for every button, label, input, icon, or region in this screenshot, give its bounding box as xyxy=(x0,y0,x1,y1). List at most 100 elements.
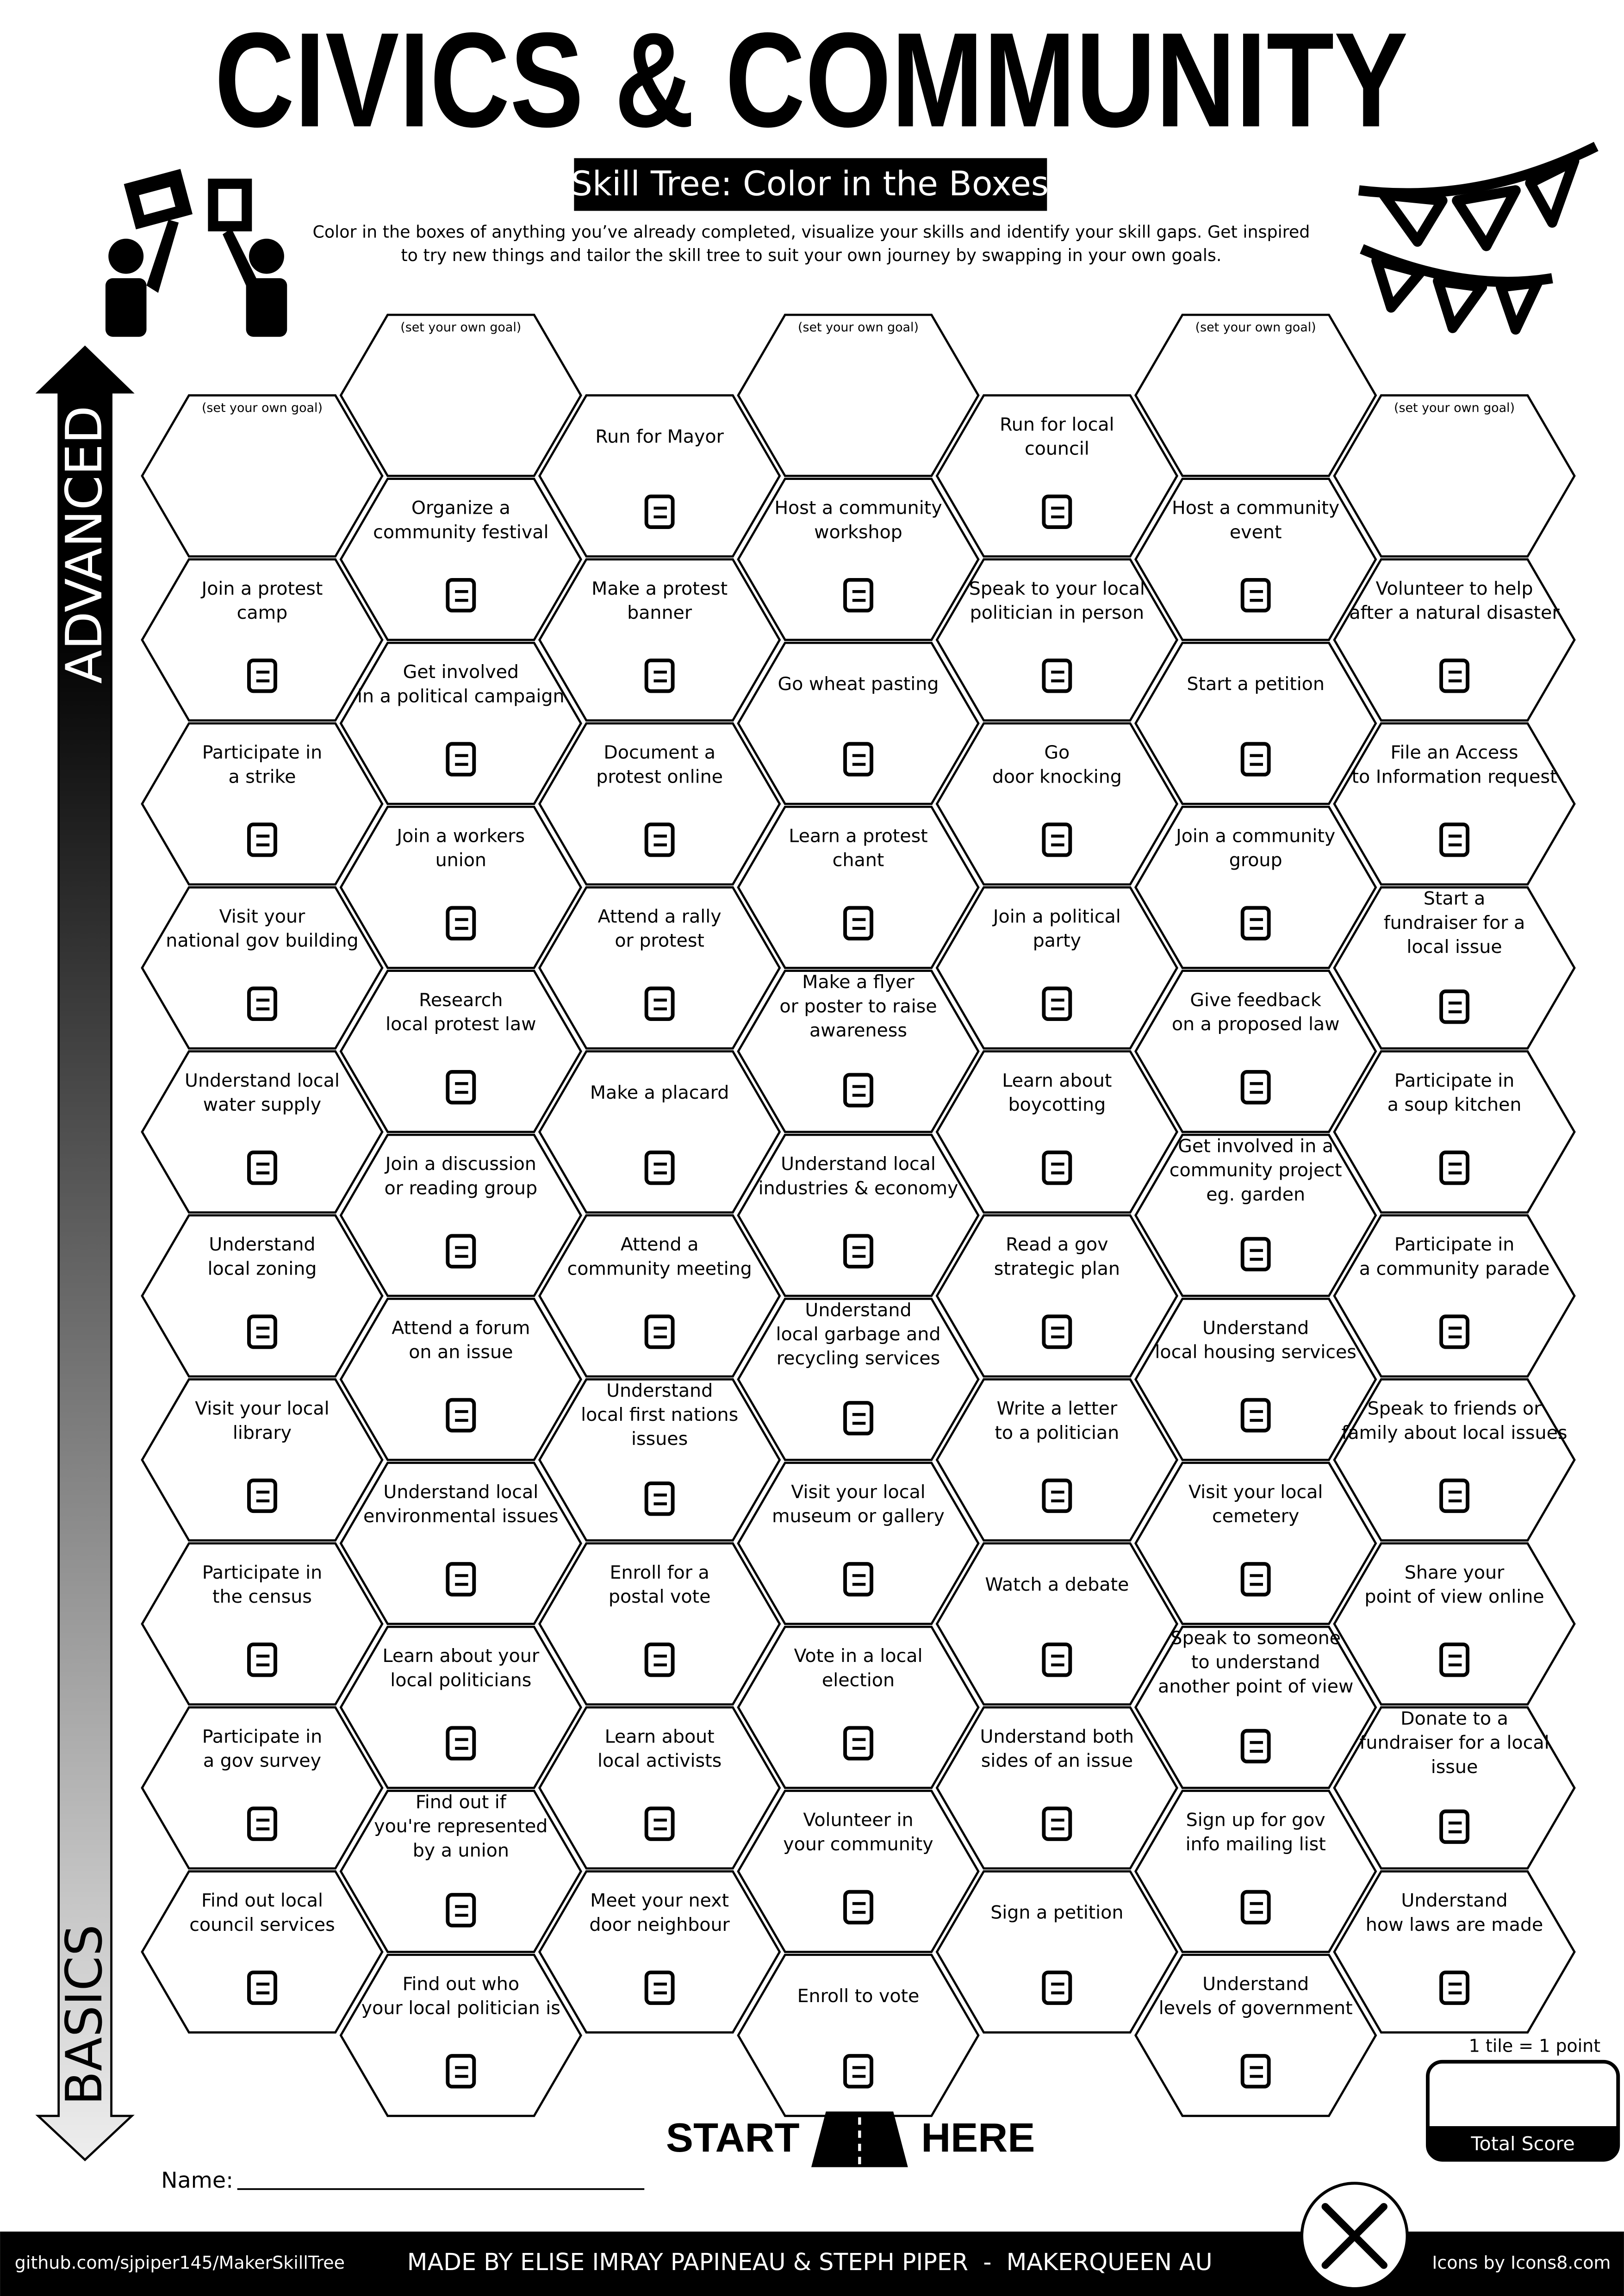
skill-tile[interactable]: Meet your next door neighbour xyxy=(538,1870,781,2034)
skill-tile[interactable]: Understand local garbage and recycling ser… xyxy=(737,1298,980,1461)
skill-tile[interactable]: Sign a petition xyxy=(935,1870,1179,2034)
skill-tile[interactable]: Enroll for a postal vote xyxy=(538,1542,781,1706)
skill-tile[interactable]: File an Access to Information request xyxy=(1333,722,1576,886)
skill-tile[interactable]: Join a workers union xyxy=(339,805,582,969)
skill-tile[interactable]: Make a flyer or poster to raise awareness xyxy=(737,970,980,1133)
skill-tile[interactable]: Understand local housing services xyxy=(1134,1298,1377,1461)
hexagon xyxy=(1333,1870,1576,2034)
skill-tile[interactable]: Speak to your local politician in person xyxy=(935,558,1179,722)
skill-tile[interactable]: Run for Mayor xyxy=(538,394,781,558)
tile-label: Speak to your local xyxy=(969,578,1145,599)
icon-body xyxy=(1240,1398,1271,1433)
hexagon xyxy=(538,886,781,1050)
skill-tile[interactable]: Visit your national gov building xyxy=(141,886,384,1050)
tile-icon xyxy=(446,578,476,613)
icon-body xyxy=(644,1970,675,2005)
tile-label: Join a workers xyxy=(395,825,525,846)
tile-icon xyxy=(446,742,476,777)
skill-tile[interactable]: Volunteer to help after a natural disaste… xyxy=(1333,558,1576,722)
hexagon xyxy=(737,1298,980,1461)
tile-icon xyxy=(446,1562,476,1597)
skill-tile[interactable]: Understand both sides of an issue xyxy=(935,1706,1179,1870)
skill-tile[interactable]: Participate in the census xyxy=(141,1542,384,1706)
tile-icon xyxy=(1042,1806,1072,1841)
skill-tile[interactable]: Start a petition xyxy=(1134,641,1377,805)
skill-tile[interactable]: Learn a protest chant xyxy=(737,805,980,969)
skill-tile[interactable]: Join a political party xyxy=(935,886,1179,1050)
skill-tile[interactable]: Host a community event xyxy=(1134,478,1377,641)
skill-tile[interactable]: Go wheat pasting xyxy=(737,641,980,805)
skill-tile[interactable]: Give feedback on a proposed law xyxy=(1134,970,1377,1133)
icon-body xyxy=(247,1151,277,1185)
skill-tile[interactable]: Visit your local cemetery xyxy=(1134,1462,1377,1625)
tile-label: Learn about your xyxy=(383,1645,540,1667)
skill-tile[interactable]: Understand how laws are made xyxy=(1333,1870,1576,2034)
skill-tile[interactable]: (set your own goal) xyxy=(339,313,582,477)
skill-tile[interactable]: (set your own goal) xyxy=(737,313,980,477)
skill-tile[interactable]: Watch a debate xyxy=(935,1542,1179,1706)
skill-tile[interactable]: Join a protest camp xyxy=(141,558,384,722)
name-label: Name: xyxy=(161,2168,233,2193)
skill-tile[interactable]: Speak to someone to understand another poi… xyxy=(1134,1625,1377,1789)
footer-link[interactable]: github.com/sjpiper145/MakerSkillTree xyxy=(15,2252,345,2273)
skill-tile[interactable]: (set your own goal) xyxy=(1134,313,1377,477)
skill-tile[interactable]: Find out local council services xyxy=(141,1870,384,2034)
skill-tile[interactable]: (set your own goal) xyxy=(141,394,384,558)
tile-label: fundraiser for a local xyxy=(1359,1732,1549,1754)
tile-label: Join a community xyxy=(1175,825,1335,846)
skill-tile[interactable]: Run for local council xyxy=(935,394,1179,558)
skill-tile[interactable]: Volunteer in your community xyxy=(737,1790,980,1953)
skill-tile[interactable]: Understand local first nations issues xyxy=(538,1378,781,1542)
skill-tile[interactable]: Organize a community festival xyxy=(339,478,582,641)
skill-tile[interactable]: Visit your local library xyxy=(141,1378,384,1542)
tile-label: Find out who xyxy=(403,1973,519,1995)
skill-tile[interactable]: Speak to friends or family about local is… xyxy=(1333,1378,1576,1542)
skill-tile[interactable]: Learn about local activists xyxy=(538,1706,781,1870)
skill-tile[interactable]: Attend a rally or protest xyxy=(538,886,781,1050)
skill-tile[interactable]: Participate in a gov survey xyxy=(141,1706,384,1870)
tile-label: Make a placard xyxy=(590,1082,729,1103)
icon-body xyxy=(1240,1890,1271,1925)
skill-tile[interactable]: Make a placard xyxy=(538,1050,781,1214)
skill-tile[interactable]: Get involved in a community project eg. ga… xyxy=(1134,1133,1377,1297)
skill-tile[interactable]: Understand local environmental issues xyxy=(339,1462,582,1625)
skill-tile[interactable]: Participate in a soup kitchen xyxy=(1333,1050,1576,1214)
skill-tile[interactable]: Read a gov strategic plan xyxy=(935,1214,1179,1378)
hexagon xyxy=(935,722,1179,886)
icon-body xyxy=(1240,1729,1271,1764)
skill-tile[interactable]: Attend a forum on an issue xyxy=(339,1298,582,1461)
skill-tile[interactable]: Learn about boycotting xyxy=(935,1050,1179,1214)
skill-tile[interactable]: Visit your local museum or gallery xyxy=(737,1462,980,1625)
skill-tile[interactable]: Join a community group xyxy=(1134,805,1377,969)
skill-tile[interactable]: Start a fundraiser for a local issue xyxy=(1333,886,1576,1050)
skill-tile[interactable]: Participate in a strike xyxy=(141,722,384,886)
skill-tile[interactable]: Research local protest law xyxy=(339,970,582,1133)
skill-tile[interactable]: Enroll to vote xyxy=(737,1954,980,2117)
skill-tile[interactable]: Host a community workshop xyxy=(737,478,980,641)
tile-label: your community xyxy=(783,1834,933,1855)
skill-tile[interactable]: Understand local water supply xyxy=(141,1050,384,1214)
tile-label: Read a gov xyxy=(1006,1234,1108,1255)
tile-icon xyxy=(1439,1151,1469,1185)
skill-tile[interactable]: Attend a community meeting xyxy=(538,1214,781,1378)
skill-tile[interactable]: Participate in a community parade xyxy=(1333,1214,1576,1378)
skill-tile[interactable]: Sign up for gov info mailing list xyxy=(1134,1790,1377,1953)
skill-tile[interactable]: Go door knocking xyxy=(935,722,1179,886)
tile-label: levels of government xyxy=(1159,1997,1353,2019)
skill-tile[interactable]: Understand local zoning xyxy=(141,1214,384,1378)
skill-tile[interactable]: Share your point of view online xyxy=(1333,1542,1576,1706)
skill-tile[interactable]: Write a letter to a politician xyxy=(935,1378,1179,1542)
skill-tile[interactable]: Make a protest banner xyxy=(538,558,781,722)
skill-tile[interactable]: Document a protest online xyxy=(538,722,781,886)
tile-label: how laws are made xyxy=(1366,1914,1543,1935)
skill-tile[interactable]: (set your own goal) xyxy=(1333,394,1576,558)
skill-tile[interactable]: Find out if you're represented by a union xyxy=(339,1790,582,1953)
